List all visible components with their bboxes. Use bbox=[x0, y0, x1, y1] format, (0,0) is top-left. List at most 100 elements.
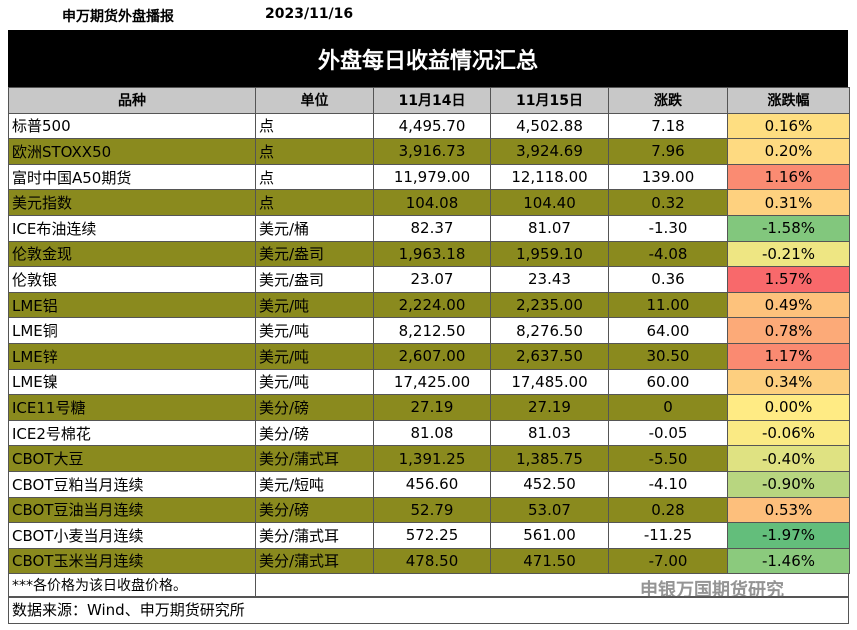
cell: 3,916.73 bbox=[373, 138, 491, 165]
column-header: 11月15日 bbox=[490, 87, 609, 114]
cell: 美元/桶 bbox=[255, 214, 374, 242]
cell: -7.00 bbox=[608, 547, 728, 575]
cell: 1,391.25 bbox=[373, 445, 491, 472]
cell: 17,485.00 bbox=[490, 368, 609, 396]
cell: 2,235.00 bbox=[490, 291, 609, 319]
cell: 美元/短吨 bbox=[255, 470, 374, 498]
cell: 11.00 bbox=[608, 291, 728, 319]
cell: -1.46% bbox=[727, 547, 850, 575]
cell: 0.49% bbox=[727, 291, 850, 319]
cell: 23.07 bbox=[373, 266, 491, 293]
note-blank bbox=[255, 573, 849, 597]
cell: 2,607.00 bbox=[373, 342, 491, 370]
table: 品种 单位 11月14日 11月15日 涨跌 涨跌幅 标普500 点 4,495.70 4,50… bbox=[8, 87, 850, 575]
column-header: 单位 bbox=[255, 87, 374, 114]
cell: 12,118.00 bbox=[490, 163, 609, 191]
column-header: 涨跌幅 bbox=[727, 87, 850, 114]
row: 标普500 点 4,495.70 4,502.88 7.18 0.16% bbox=[8, 112, 850, 140]
cell: 2,224.00 bbox=[373, 291, 491, 319]
cell: 471.50 bbox=[490, 547, 609, 575]
header-row: 品种 单位 11月14日 11月15日 涨跌 涨跌幅 bbox=[8, 87, 850, 114]
row: LME锌 美元/吨 2,607.00 2,637.50 30.50 1.17% bbox=[8, 342, 850, 370]
note: ***各价格为该日收盘价格。 bbox=[8, 573, 256, 597]
cell: CBOT小麦当月连续 bbox=[8, 522, 256, 549]
cell: 美元/盎司 bbox=[255, 240, 374, 268]
cell: 7.96 bbox=[608, 138, 728, 165]
cell: 点 bbox=[255, 189, 374, 216]
cell: 456.60 bbox=[373, 470, 491, 498]
date: 2023/11/16 bbox=[265, 6, 354, 22]
cell: LME镍 bbox=[8, 368, 256, 396]
cell: 1.17% bbox=[727, 342, 850, 370]
cell: 30.50 bbox=[608, 342, 728, 370]
cell: -0.90% bbox=[727, 470, 850, 498]
cell: 点 bbox=[255, 112, 374, 140]
cell: 11,979.00 bbox=[373, 163, 491, 191]
column-header: 涨跌 bbox=[608, 87, 728, 114]
cell: 2,637.50 bbox=[490, 342, 609, 370]
cell: 点 bbox=[255, 138, 374, 165]
cell: 美元/盎司 bbox=[255, 266, 374, 293]
cell: 139.00 bbox=[608, 163, 728, 191]
cell: 美元/吨 bbox=[255, 317, 374, 344]
cell: 美元/吨 bbox=[255, 342, 374, 370]
cell: 8,276.50 bbox=[490, 317, 609, 344]
column-header: 11月14日 bbox=[373, 87, 491, 114]
cell: 美分/磅 bbox=[255, 496, 374, 524]
cell: 0.78% bbox=[727, 317, 850, 344]
cell: 0.20% bbox=[727, 138, 850, 165]
row: CBOT豆油当月连续 美分/磅 52.79 53.07 0.28 0.53% bbox=[8, 496, 850, 524]
watermark: 申银万国期货研究 bbox=[640, 580, 784, 601]
cell: -0.06% bbox=[727, 419, 850, 447]
cell: 0.31% bbox=[727, 189, 850, 216]
cell: 27.19 bbox=[490, 394, 609, 421]
cell: 572.25 bbox=[373, 522, 491, 549]
cell: 0 bbox=[608, 394, 728, 421]
row: CBOT小麦当月连续 美分/蒲式耳 572.25 561.00 -11.25 -1.97% bbox=[8, 522, 850, 549]
cell: 8,212.50 bbox=[373, 317, 491, 344]
cell: -1.58% bbox=[727, 214, 850, 242]
cell: 81.07 bbox=[490, 214, 609, 242]
row: CBOT大豆 美分/蒲式耳 1,391.25 1,385.75 -5.50 -0.40% bbox=[8, 445, 850, 472]
cell: CBOT大豆 bbox=[8, 445, 256, 472]
cell: 美分/蒲式耳 bbox=[255, 547, 374, 575]
cell: 0.36 bbox=[608, 266, 728, 293]
cell: 478.50 bbox=[373, 547, 491, 575]
cell: -5.50 bbox=[608, 445, 728, 472]
row: 伦敦金现 美元/盎司 1,963.18 1,959.10 -4.08 -0.21% bbox=[8, 240, 850, 268]
cell: 0.32 bbox=[608, 189, 728, 216]
cell: 标普500 bbox=[8, 112, 256, 140]
row: ICE11号糖 美分/磅 27.19 27.19 0 0.00% bbox=[8, 394, 850, 421]
cell: 伦敦金现 bbox=[8, 240, 256, 268]
source-name: 申万期货外盘播报 bbox=[62, 9, 174, 25]
cell: 7.18 bbox=[608, 112, 728, 140]
row: 富时中国A50期货点 11,979.00 12,118.00 139.00 1.16% bbox=[8, 163, 850, 191]
row: ICE布油连续 美元/桶 82.37 81.07 -1.30 -1.58% bbox=[8, 214, 850, 242]
row: 美元指数点 104.08 104.40 0.32 0.31% bbox=[8, 189, 850, 216]
cell: 0.34% bbox=[727, 368, 850, 396]
row: 伦敦银 美元/盎司 23.07 23.43 0.36 1.57% bbox=[8, 266, 850, 293]
cell: LME铜 bbox=[8, 317, 256, 344]
cell: 1.16% bbox=[727, 163, 850, 191]
row: LME镍 美元/吨 17,425.00 17,485.00 60.00 0.34% bbox=[8, 368, 850, 396]
cell: 美分/蒲式耳 bbox=[255, 445, 374, 472]
cell: 点 bbox=[255, 163, 374, 191]
cell: 104.40 bbox=[490, 189, 609, 216]
cell: 富时中国A50期货 bbox=[8, 163, 256, 191]
cell: 64.00 bbox=[608, 317, 728, 344]
cell: 452.50 bbox=[490, 470, 609, 498]
cell: 0.28 bbox=[608, 496, 728, 524]
cell: 81.08 bbox=[373, 419, 491, 447]
cell: 53.07 bbox=[490, 496, 609, 524]
cell: 美分/蒲式耳 bbox=[255, 522, 374, 549]
cell: -0.40% bbox=[727, 445, 850, 472]
cell: 1,963.18 bbox=[373, 240, 491, 268]
cell: 82.37 bbox=[373, 214, 491, 242]
cell: 美元指数 bbox=[8, 189, 256, 216]
row: 欧洲STOXX50 点 3,916.73 3,924.69 7.96 0.20% bbox=[8, 138, 850, 165]
cell: 104.08 bbox=[373, 189, 491, 216]
cell: 4,502.88 bbox=[490, 112, 609, 140]
cell: 81.03 bbox=[490, 419, 609, 447]
title: 外盘每日收益情况汇总 bbox=[8, 30, 848, 87]
